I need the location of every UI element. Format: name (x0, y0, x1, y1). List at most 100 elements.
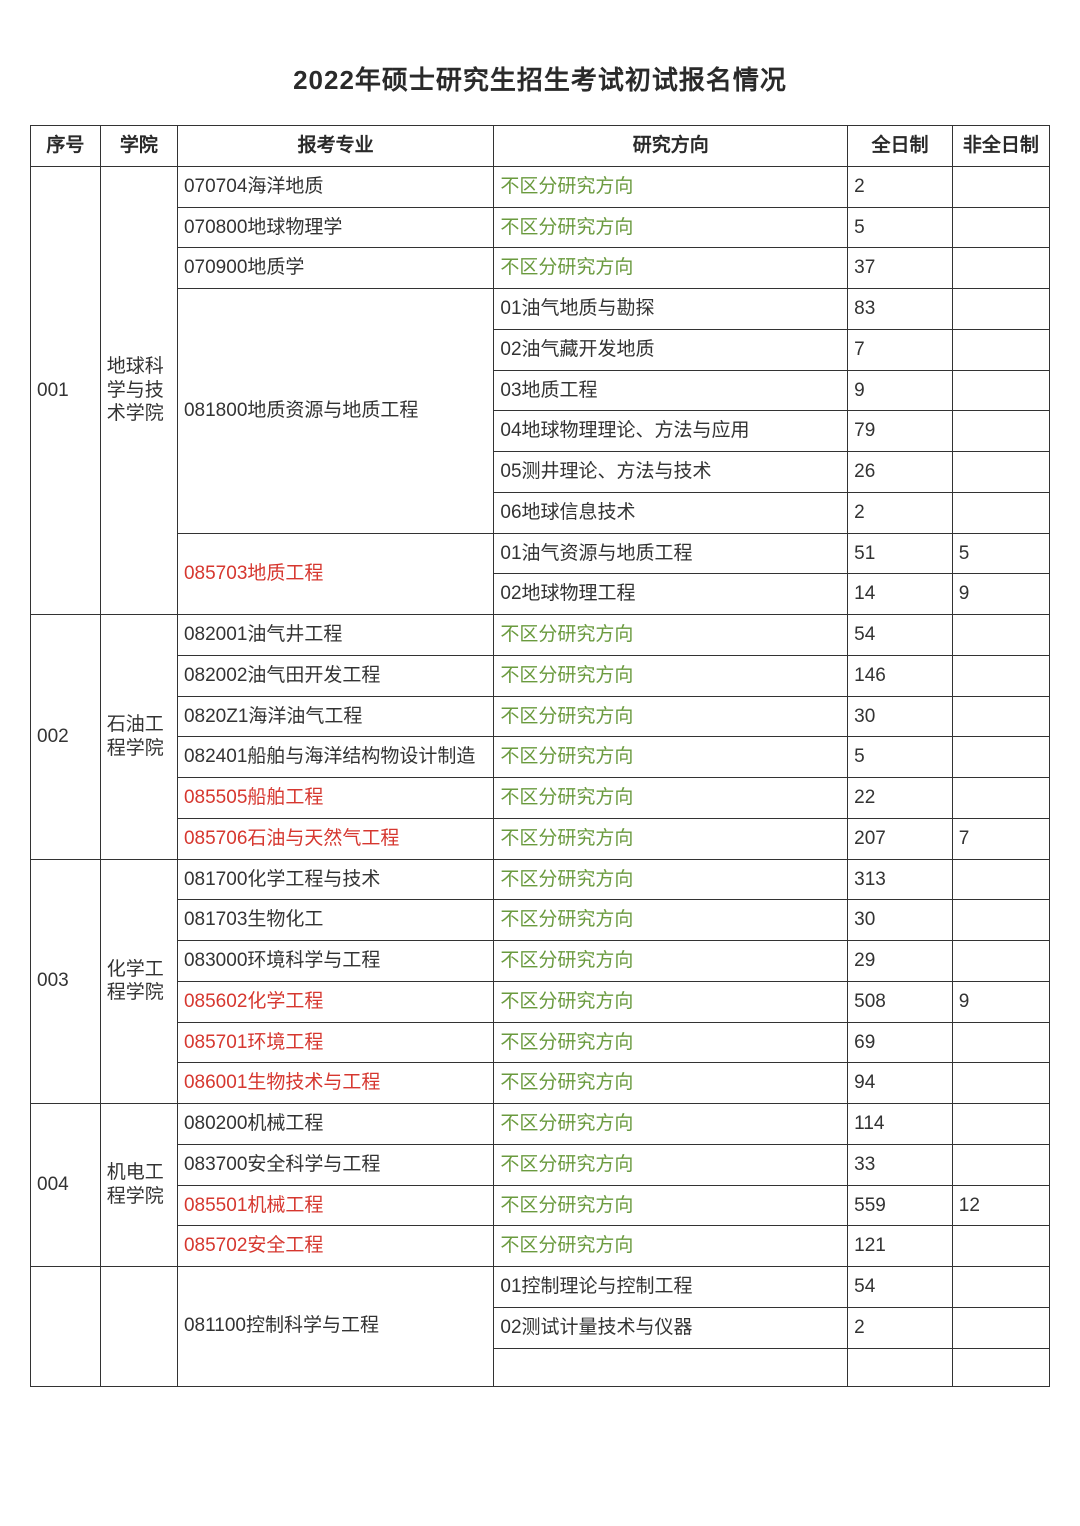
cell-major: 085602化学工程 (177, 981, 493, 1022)
cell-fulltime: 559 (848, 1185, 953, 1226)
cell-seq: 004 (31, 1104, 101, 1267)
cell-direction: 不区分研究方向 (494, 1185, 848, 1226)
cell-parttime (952, 1144, 1049, 1185)
col-major: 报考专业 (177, 126, 493, 167)
col-fulltime: 全日制 (848, 126, 953, 167)
cell-direction: 05测井理论、方法与技术 (494, 452, 848, 493)
cell-direction (494, 1348, 848, 1386)
table-row: 085703地质工程01油气资源与地质工程515 (31, 533, 1050, 574)
cell-direction: 不区分研究方向 (494, 941, 848, 982)
page: 2022年硕士研究生招生考试初试报名情况 序号 学院 报考专业 研究方向 全日制… (0, 0, 1080, 1526)
table-row: 081703生物化工不区分研究方向30 (31, 900, 1050, 941)
cell-parttime (952, 166, 1049, 207)
cell-parttime: 5 (952, 533, 1049, 574)
cell-direction: 不区分研究方向 (494, 248, 848, 289)
cell-major: 085706石油与天然气工程 (177, 818, 493, 859)
cell-parttime (952, 941, 1049, 982)
cell-major: 081700化学工程与技术 (177, 859, 493, 900)
cell-parttime (952, 859, 1049, 900)
cell-fulltime: 7 (848, 329, 953, 370)
cell-college: 化学工程学院 (100, 859, 177, 1104)
cell-fulltime: 69 (848, 1022, 953, 1063)
table-row: 085501机械工程不区分研究方向55912 (31, 1185, 1050, 1226)
cell-direction: 不区分研究方向 (494, 1144, 848, 1185)
cell-fulltime: 508 (848, 981, 953, 1022)
cell-parttime (952, 1267, 1049, 1308)
table-row: 0820Z1海洋油气工程不区分研究方向30 (31, 696, 1050, 737)
table-row: 081100控制科学与工程01控制理论与控制工程54 (31, 1267, 1050, 1308)
table-row: 085505船舶工程不区分研究方向22 (31, 778, 1050, 819)
cell-direction: 不区分研究方向 (494, 1226, 848, 1267)
cell-fulltime: 54 (848, 1267, 953, 1308)
cell-fulltime: 29 (848, 941, 953, 982)
table-row: 002石油工程学院082001油气井工程不区分研究方向54 (31, 615, 1050, 656)
cell-parttime (952, 1063, 1049, 1104)
cell-major: 083700安全科学与工程 (177, 1144, 493, 1185)
cell-parttime (952, 1022, 1049, 1063)
enrollment-table: 序号 学院 报考专业 研究方向 全日制 非全日制 001地球科学与技术学院070… (30, 125, 1050, 1387)
cell-direction: 不区分研究方向 (494, 696, 848, 737)
cell-fulltime: 114 (848, 1104, 953, 1145)
page-title: 2022年硕士研究生招生考试初试报名情况 (30, 60, 1050, 97)
cell-direction: 不区分研究方向 (494, 166, 848, 207)
cell-major: 080200机械工程 (177, 1104, 493, 1145)
cell-major: 070704海洋地质 (177, 166, 493, 207)
cell-direction: 不区分研究方向 (494, 1104, 848, 1145)
cell-direction: 不区分研究方向 (494, 737, 848, 778)
cell-fulltime: 313 (848, 859, 953, 900)
col-parttime: 非全日制 (952, 126, 1049, 167)
cell-major: 085701环境工程 (177, 1022, 493, 1063)
cell-parttime (952, 900, 1049, 941)
cell-direction: 不区分研究方向 (494, 615, 848, 656)
cell-parttime (952, 737, 1049, 778)
cell-fulltime: 83 (848, 289, 953, 330)
cell-fulltime: 9 (848, 370, 953, 411)
cell-major: 070800地球物理学 (177, 207, 493, 248)
cell-direction: 不区分研究方向 (494, 818, 848, 859)
cell-major: 070900地质学 (177, 248, 493, 289)
cell-major: 085703地质工程 (177, 533, 493, 615)
cell-college: 石油工程学院 (100, 615, 177, 860)
table-row: 085701环境工程不区分研究方向69 (31, 1022, 1050, 1063)
table-row: 086001生物技术与工程不区分研究方向94 (31, 1063, 1050, 1104)
cell-direction: 不区分研究方向 (494, 1022, 848, 1063)
cell-fulltime: 5 (848, 737, 953, 778)
cell-major: 082002油气田开发工程 (177, 655, 493, 696)
cell-fulltime: 94 (848, 1063, 953, 1104)
cell-major: 081800地质资源与地质工程 (177, 289, 493, 534)
col-direction: 研究方向 (494, 126, 848, 167)
table-row: 081800地质资源与地质工程01油气地质与勘探83 (31, 289, 1050, 330)
cell-parttime (952, 452, 1049, 493)
cell-parttime (952, 248, 1049, 289)
cell-major: 085702安全工程 (177, 1226, 493, 1267)
table-header-row: 序号 学院 报考专业 研究方向 全日制 非全日制 (31, 126, 1050, 167)
cell-fulltime: 146 (848, 655, 953, 696)
table-row: 085602化学工程不区分研究方向5089 (31, 981, 1050, 1022)
cell-parttime (952, 492, 1049, 533)
table-row: 085702安全工程不区分研究方向121 (31, 1226, 1050, 1267)
cell-parttime (952, 1307, 1049, 1348)
table-body: 001地球科学与技术学院070704海洋地质不区分研究方向2070800地球物理… (31, 166, 1050, 1386)
cell-direction: 01油气地质与勘探 (494, 289, 848, 330)
cell-direction: 不区分研究方向 (494, 900, 848, 941)
cell-direction: 01控制理论与控制工程 (494, 1267, 848, 1308)
cell-major: 086001生物技术与工程 (177, 1063, 493, 1104)
cell-fulltime: 54 (848, 615, 953, 656)
cell-direction: 不区分研究方向 (494, 655, 848, 696)
table-row: 083700安全科学与工程不区分研究方向33 (31, 1144, 1050, 1185)
col-college: 学院 (100, 126, 177, 167)
cell-direction: 01油气资源与地质工程 (494, 533, 848, 574)
cell-fulltime: 5 (848, 207, 953, 248)
table-row: 082002油气田开发工程不区分研究方向146 (31, 655, 1050, 696)
cell-parttime: 9 (952, 574, 1049, 615)
cell-major: 085505船舶工程 (177, 778, 493, 819)
cell-parttime (952, 411, 1049, 452)
table-row: 004机电工程学院080200机械工程不区分研究方向114 (31, 1104, 1050, 1145)
table-row: 070900地质学不区分研究方向37 (31, 248, 1050, 289)
cell-fulltime: 121 (848, 1226, 953, 1267)
cell-parttime: 9 (952, 981, 1049, 1022)
cell-fulltime: 30 (848, 900, 953, 941)
cell-seq: 002 (31, 615, 101, 860)
cell-major: 0820Z1海洋油气工程 (177, 696, 493, 737)
cell-direction: 不区分研究方向 (494, 859, 848, 900)
